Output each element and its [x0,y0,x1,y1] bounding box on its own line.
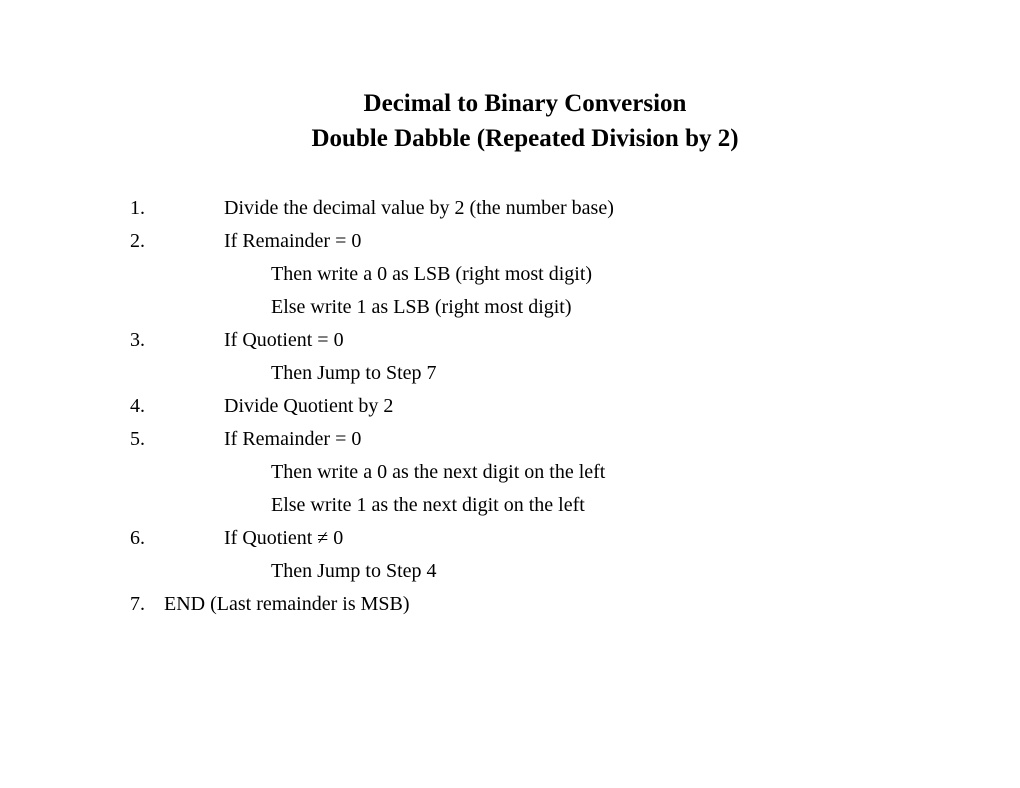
step-5-else: Else write 1 as the next digit on the le… [130,489,920,522]
algorithm-steps: 1. Divide the decimal value by 2 (the nu… [130,192,920,621]
step-3-then: Then Jump to Step 7 [130,357,920,390]
step-subtext: Else write 1 as LSB (right most digit) [224,291,920,324]
step-number: 7. [130,588,164,621]
step-subtext: Then write a 0 as LSB (right most digit) [224,258,920,291]
step-3: 3. If Quotient = 0 [130,324,920,357]
step-number-blank [130,258,224,291]
document-page: Decimal to Binary Conversion Double Dabb… [0,0,1020,621]
step-number-blank [130,456,224,489]
title-line-1: Decimal to Binary Conversion [130,86,920,121]
title-line-2: Double Dabble (Repeated Division by 2) [130,121,920,156]
step-text: Divide Quotient by 2 [224,390,920,423]
step-4: 4. Divide Quotient by 2 [130,390,920,423]
step-subtext: Else write 1 as the next digit on the le… [224,489,920,522]
step-text: END (Last remainder is MSB) [164,588,920,621]
step-number-blank [130,555,224,588]
step-subtext: Then Jump to Step 7 [224,357,920,390]
step-2: 2. If Remainder = 0 [130,225,920,258]
step-number: 1. [130,192,224,225]
step-number: 5. [130,423,224,456]
step-1: 1. Divide the decimal value by 2 (the nu… [130,192,920,225]
step-2-else: Else write 1 as LSB (right most digit) [130,291,920,324]
title-block: Decimal to Binary Conversion Double Dabb… [130,86,920,156]
step-number-blank [130,489,224,522]
step-number: 6. [130,522,224,555]
step-subtext: Then write a 0 as the next digit on the … [224,456,920,489]
step-text: If Quotient ≠ 0 [224,522,920,555]
step-5: 5. If Remainder = 0 [130,423,920,456]
step-text: If Quotient = 0 [224,324,920,357]
step-6-then: Then Jump to Step 4 [130,555,920,588]
step-7: 7. END (Last remainder is MSB) [130,588,920,621]
step-number-blank [130,291,224,324]
step-text: If Remainder = 0 [224,423,920,456]
step-number: 3. [130,324,224,357]
step-5-then: Then write a 0 as the next digit on the … [130,456,920,489]
step-text: Divide the decimal value by 2 (the numbe… [224,192,920,225]
step-number-blank [130,357,224,390]
step-text: If Remainder = 0 [224,225,920,258]
step-2-then: Then write a 0 as LSB (right most digit) [130,258,920,291]
step-6: 6. If Quotient ≠ 0 [130,522,920,555]
step-subtext: Then Jump to Step 4 [224,555,920,588]
step-number: 2. [130,225,224,258]
step-number: 4. [130,390,224,423]
